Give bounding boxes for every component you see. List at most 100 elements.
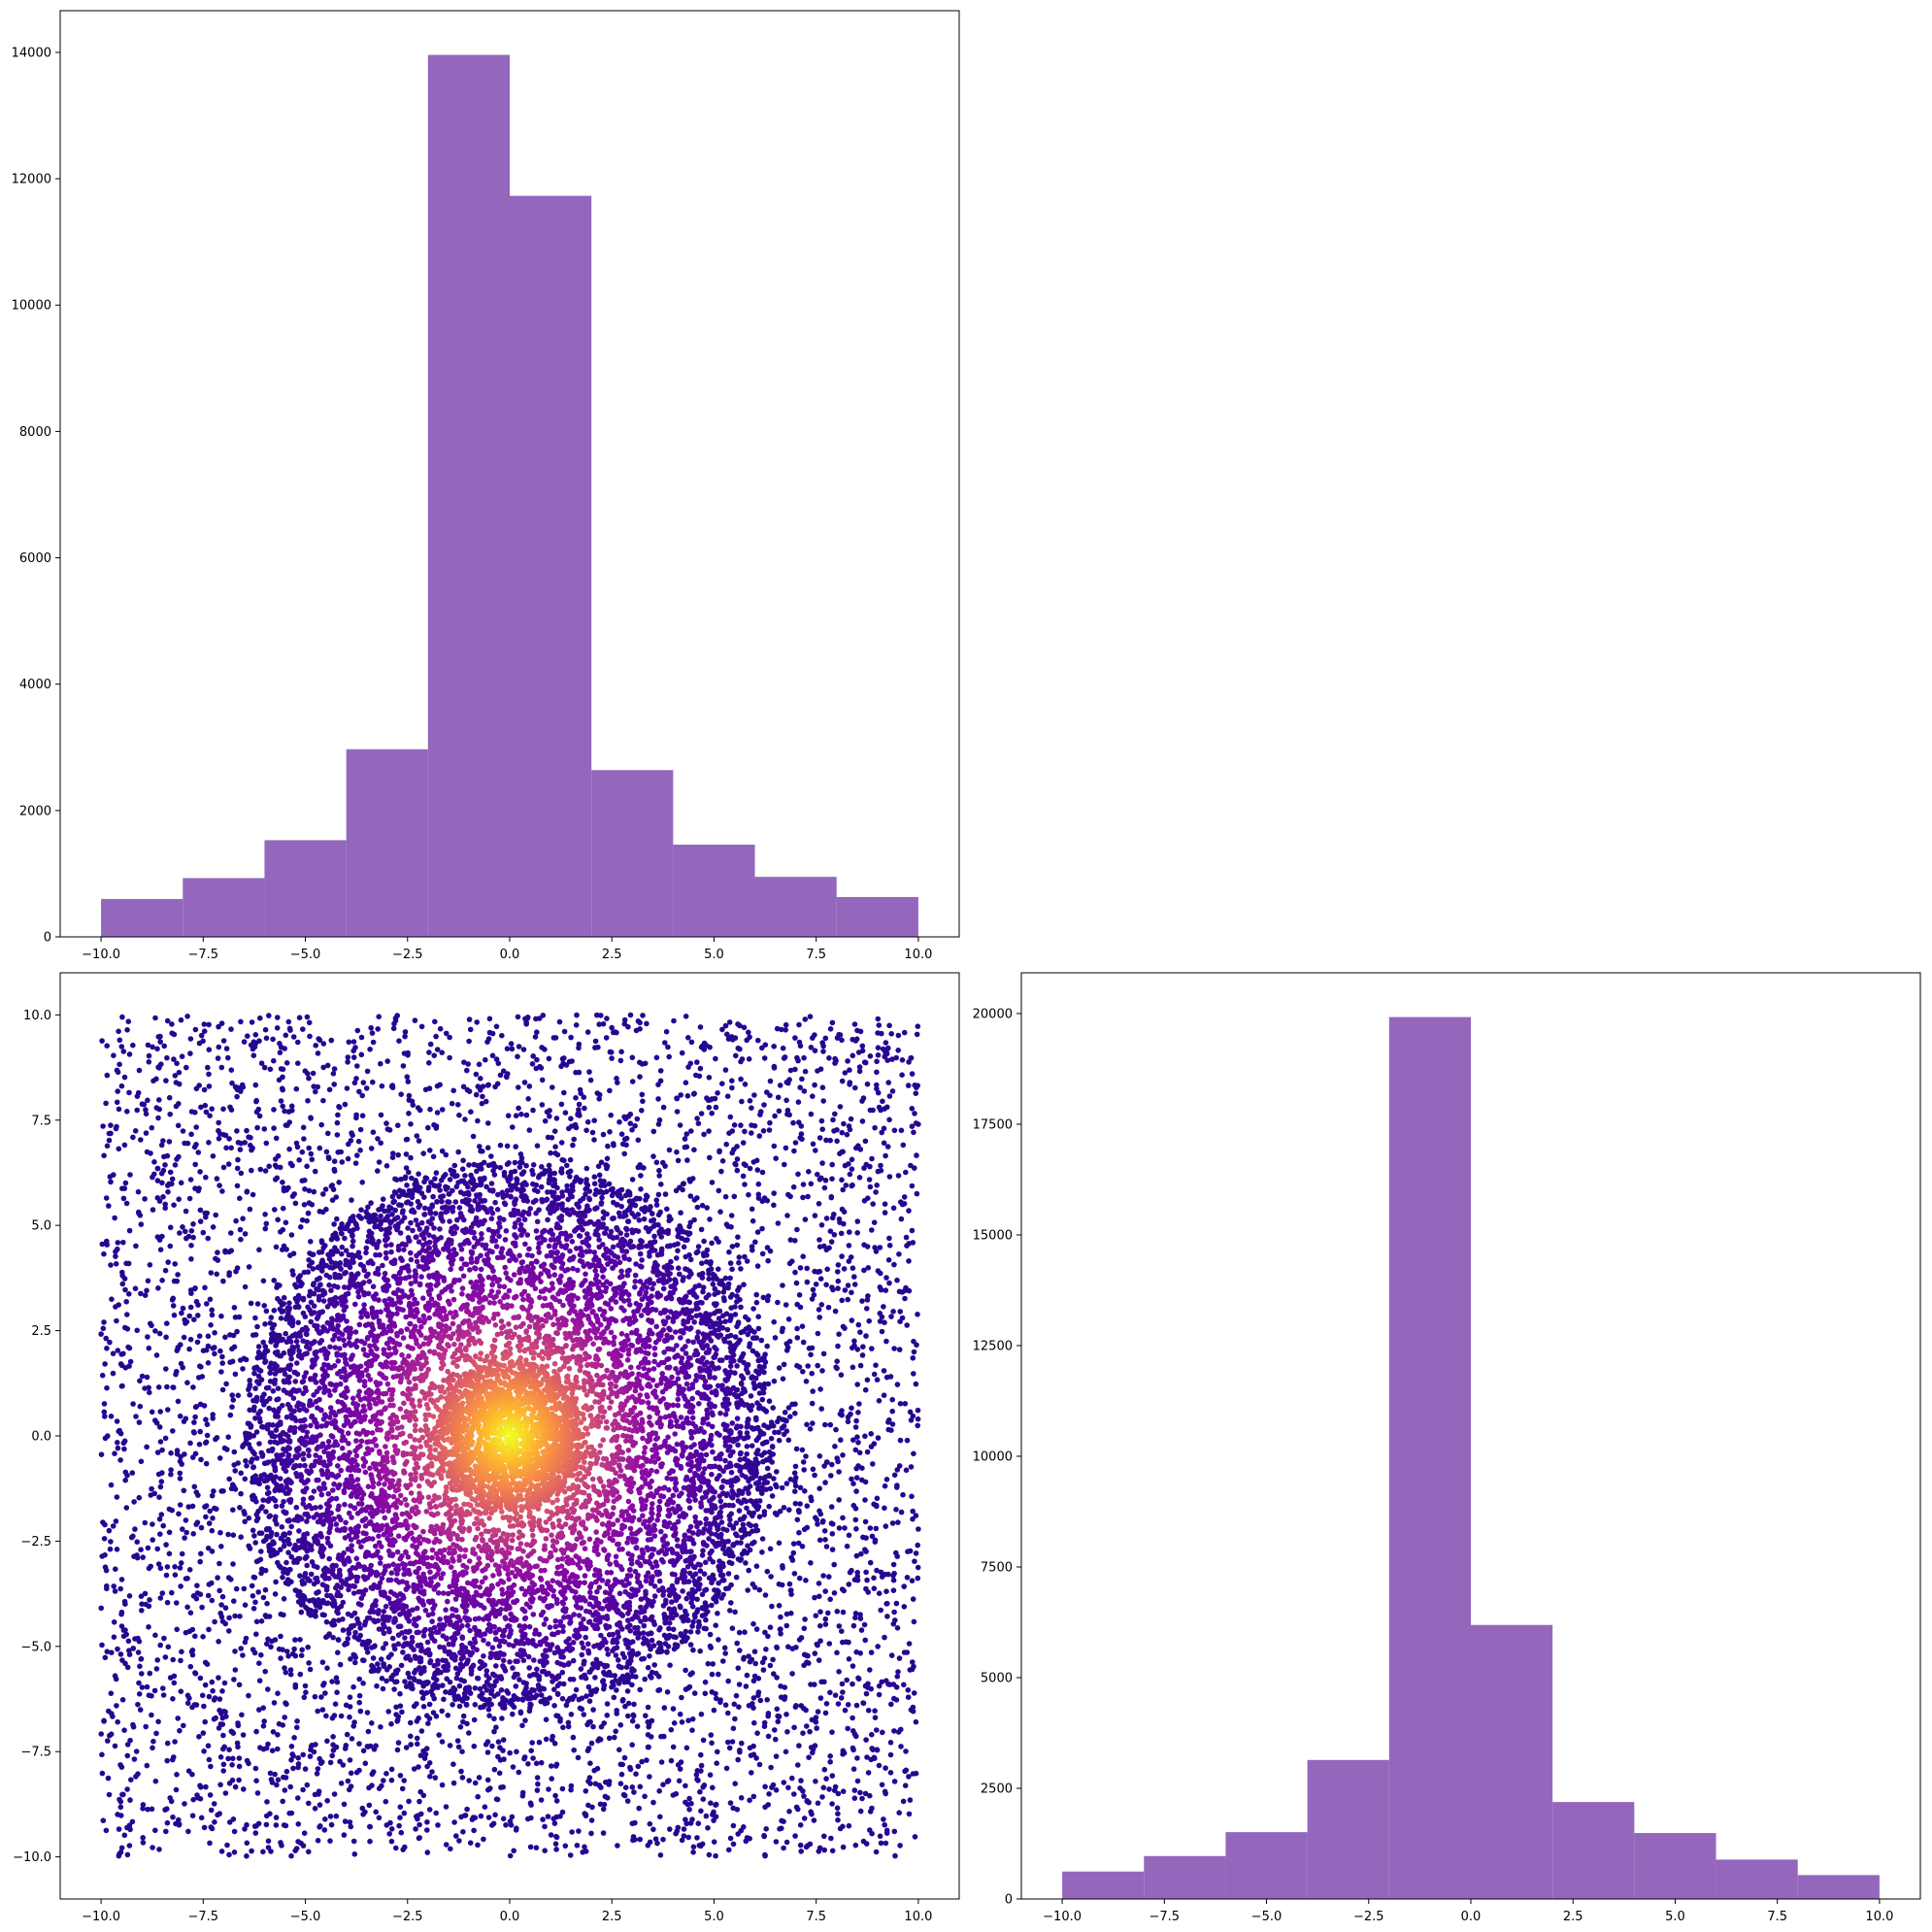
scatter-point <box>258 1618 265 1624</box>
scatter-point <box>201 1021 208 1027</box>
scatter-point <box>594 1765 601 1772</box>
scatter-point <box>217 1782 223 1788</box>
scatter-point <box>510 1711 516 1717</box>
scatter-point <box>710 1661 716 1667</box>
scatter-point <box>716 1637 721 1643</box>
scatter-point <box>242 1140 248 1146</box>
scatter-point <box>730 1805 736 1812</box>
scatter-point <box>615 1843 620 1849</box>
scatter-point <box>875 1268 882 1274</box>
scatter-point <box>810 1035 816 1041</box>
scatter-point <box>484 1739 491 1745</box>
scatter-point <box>515 1053 520 1060</box>
scatter-point <box>134 1093 141 1099</box>
scatter-point <box>891 1472 898 1479</box>
scatter-point <box>891 1261 897 1268</box>
scatter-point <box>727 1317 733 1323</box>
y-tick-label: 6000 <box>19 551 51 566</box>
scatter-point <box>341 1801 348 1808</box>
scatter-point <box>164 1383 170 1390</box>
scatter-point <box>305 1211 312 1216</box>
scatter-point <box>119 1281 126 1287</box>
scatter-point <box>859 1098 865 1104</box>
scatter-point <box>327 1838 333 1844</box>
scatter-point <box>813 1613 819 1618</box>
scatter-point <box>135 1771 141 1777</box>
scatter-point <box>801 1054 807 1061</box>
scatter-point <box>358 1216 365 1221</box>
scatter-point <box>834 1138 840 1145</box>
scatter-point <box>612 1734 617 1741</box>
scatter-point <box>295 1754 302 1761</box>
scatter-point <box>148 1563 153 1570</box>
scatter-point <box>808 1351 814 1358</box>
scatter-point <box>839 1297 845 1304</box>
scatter-point <box>427 1774 433 1780</box>
scatter-point <box>208 1824 215 1830</box>
scatter-point <box>146 1603 152 1610</box>
scatter-point <box>772 1727 778 1733</box>
scatter-point <box>263 1308 270 1315</box>
scatter-point <box>292 1682 299 1688</box>
scatter-point <box>405 1052 411 1058</box>
scatter-point <box>785 1644 791 1649</box>
scatter-point <box>737 1022 743 1029</box>
scatter-point <box>558 1063 564 1070</box>
scatter-point <box>280 1066 286 1073</box>
scatter-point <box>104 1649 111 1654</box>
scatter-point <box>424 1827 430 1833</box>
scatter-point <box>798 1123 805 1129</box>
scatter-point <box>736 1254 743 1260</box>
scatter-point <box>140 1840 147 1846</box>
scatter-point <box>887 1770 894 1776</box>
scatter-point <box>805 1193 811 1200</box>
x-tick-label: 7.5 <box>806 948 826 962</box>
scatter-point <box>796 1529 802 1536</box>
scatter-point <box>229 1777 236 1783</box>
scatter-point <box>238 1470 244 1477</box>
scatter-point <box>620 1696 626 1703</box>
scatter-point <box>867 1559 874 1566</box>
scatter-point <box>305 1644 312 1650</box>
scatter-point <box>268 1849 274 1854</box>
scatter-point <box>352 1160 359 1166</box>
scatter-point <box>290 1272 296 1278</box>
scatter-point <box>888 1701 894 1708</box>
scatter-point <box>230 1507 236 1513</box>
scatter-point <box>434 1083 441 1089</box>
scatter-point <box>218 1313 224 1319</box>
scatter-point <box>681 1826 687 1832</box>
scatter-point <box>244 1821 250 1828</box>
scatter-point <box>127 1172 133 1178</box>
scatter-point <box>264 1600 270 1607</box>
scatter-point <box>339 1244 346 1250</box>
scatter-point <box>182 1451 187 1457</box>
scatter-point <box>404 1074 411 1080</box>
scatter-point <box>455 1102 461 1108</box>
scatter-point <box>713 1852 718 1859</box>
scatter-point <box>528 1815 534 1821</box>
scatter-point <box>750 1620 756 1627</box>
scatter-point <box>273 1822 280 1828</box>
scatter-point <box>237 1505 243 1511</box>
scatter-point <box>701 1131 707 1138</box>
scatter-point <box>174 1448 181 1453</box>
scatter-point <box>195 1187 202 1194</box>
scatter-point <box>582 1105 587 1112</box>
scatter-point <box>328 1037 335 1044</box>
scatter-point <box>277 1282 283 1288</box>
scatter-point <box>184 1604 190 1611</box>
scatter-point <box>715 1611 720 1616</box>
scatter-point <box>698 1762 705 1769</box>
scatter-point <box>283 1219 289 1226</box>
scatter-point <box>117 1804 124 1811</box>
scatter-point <box>791 1470 798 1476</box>
scatter-point <box>871 1371 878 1378</box>
scatter-point <box>192 1285 198 1291</box>
scatter-point <box>462 1173 468 1179</box>
scatter-point <box>855 1049 862 1055</box>
scatter-point <box>138 1221 145 1227</box>
scatter-point <box>126 1291 132 1297</box>
scatter-point <box>584 1118 591 1125</box>
scatter-point <box>809 1716 816 1723</box>
